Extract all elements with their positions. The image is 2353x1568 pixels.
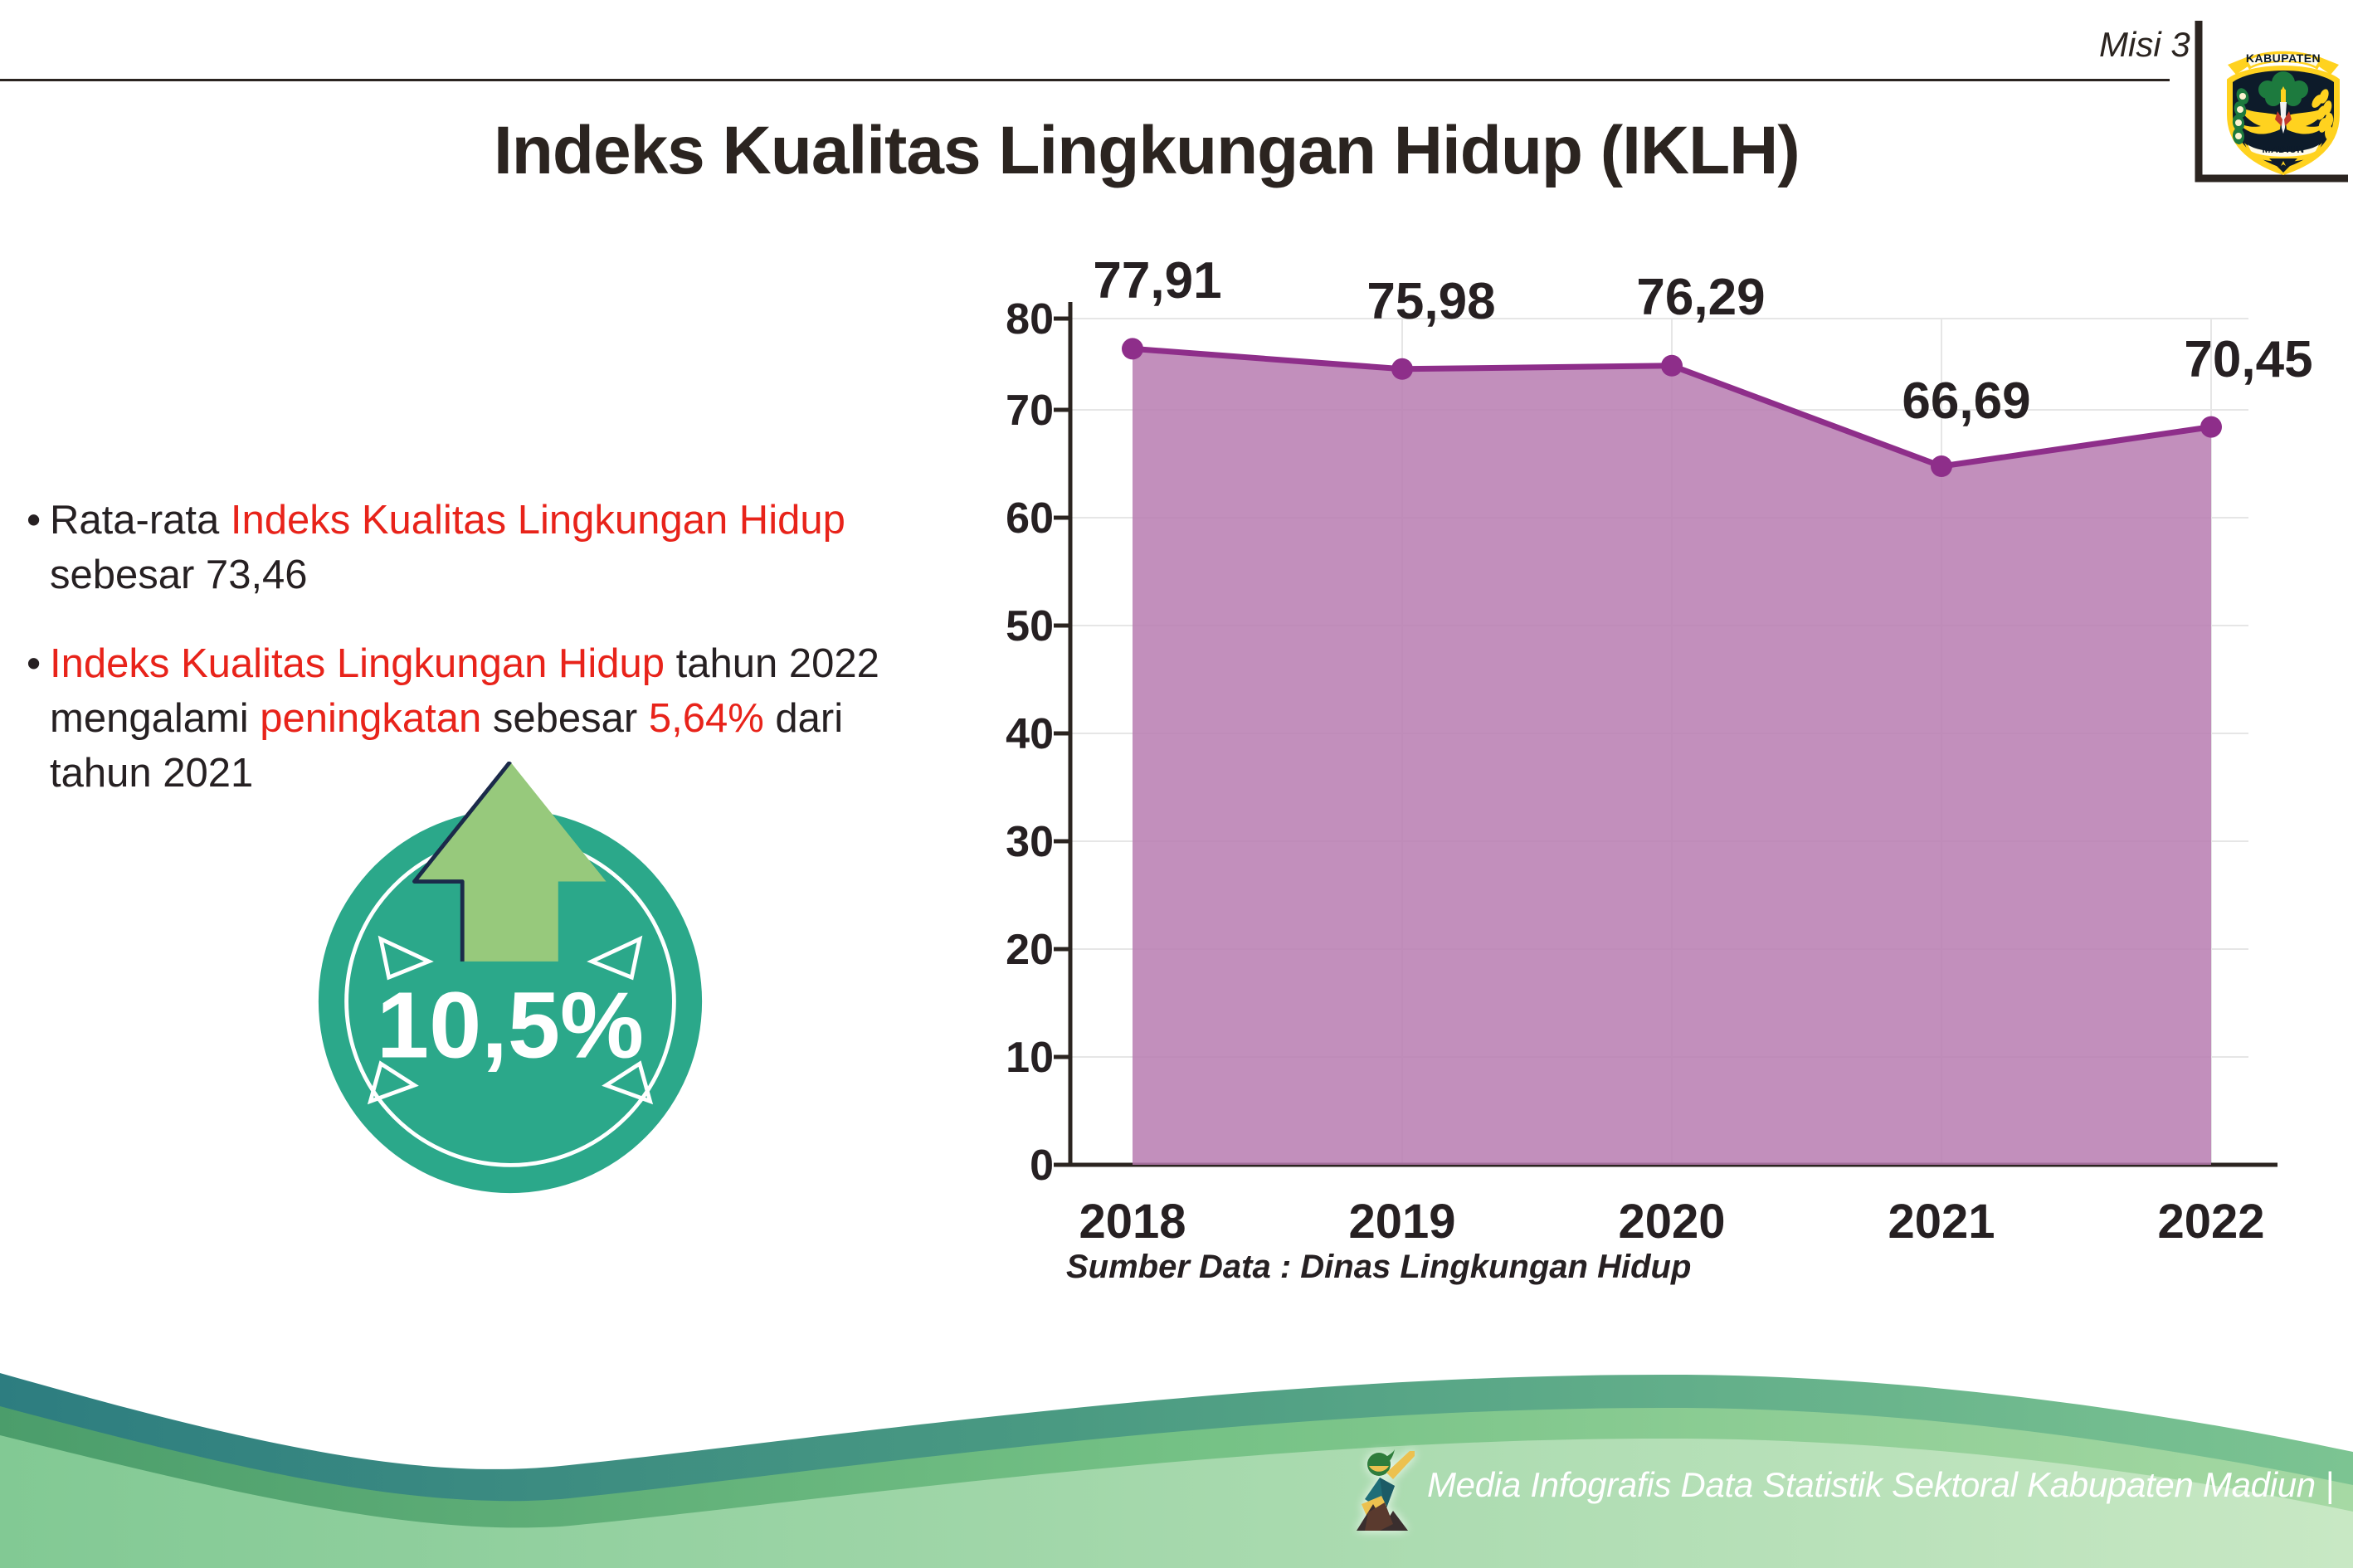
svg-text:50: 50 [1006,602,1054,650]
svg-text:75,98: 75,98 [1366,273,1495,330]
svg-text:70,45: 70,45 [2184,331,2312,388]
svg-text:77,91: 77,91 [1093,252,1221,309]
svg-text:10,5%: 10,5% [377,972,644,1078]
svg-text:MADIUN: MADIUN [2263,144,2305,155]
svg-text:20: 20 [1006,926,1054,974]
svg-text:70: 70 [1006,387,1054,435]
svg-text:2022: 2022 [2157,1195,2264,1249]
svg-text:10: 10 [1006,1034,1054,1082]
svg-text:2019: 2019 [1348,1195,1455,1249]
svg-text:40: 40 [1006,710,1054,758]
svg-text:76,29: 76,29 [1636,269,1765,326]
svg-text:60: 60 [1006,494,1054,543]
svg-text:80: 80 [1006,295,1054,343]
svg-text:KABUPATEN: KABUPATEN [2246,51,2321,65]
svg-text:66,69: 66,69 [1902,373,2030,430]
svg-text:2021: 2021 [1888,1195,1995,1249]
svg-text:2020: 2020 [1618,1195,1725,1249]
svg-text:2018: 2018 [1079,1195,1186,1249]
svg-text:0: 0 [1030,1142,1054,1190]
svg-text:30: 30 [1006,818,1054,866]
